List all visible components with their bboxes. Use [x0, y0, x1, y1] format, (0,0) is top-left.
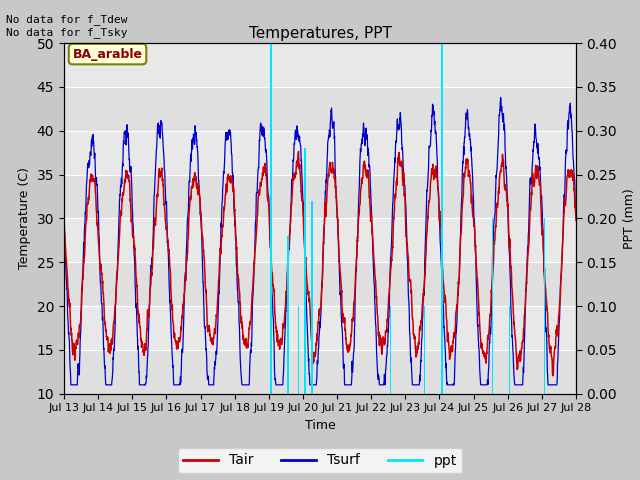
Bar: [64, 87, 576, 131]
Legend: Tair, Tsurf, ppt: Tair, Tsurf, ppt: [178, 448, 462, 473]
Text: BA_arable: BA_arable: [72, 48, 143, 60]
X-axis label: Time: Time: [305, 419, 335, 432]
Bar: [64, 175, 576, 218]
Bar: [64, 350, 576, 394]
Title: Temperatures, PPT: Temperatures, PPT: [248, 25, 392, 41]
Y-axis label: Temperature (C): Temperature (C): [18, 168, 31, 269]
Y-axis label: PPT (mm): PPT (mm): [623, 188, 636, 249]
Text: No data for f_Tdew
No data for f_Tsky: No data for f_Tdew No data for f_Tsky: [6, 14, 128, 38]
Bar: [64, 262, 576, 306]
